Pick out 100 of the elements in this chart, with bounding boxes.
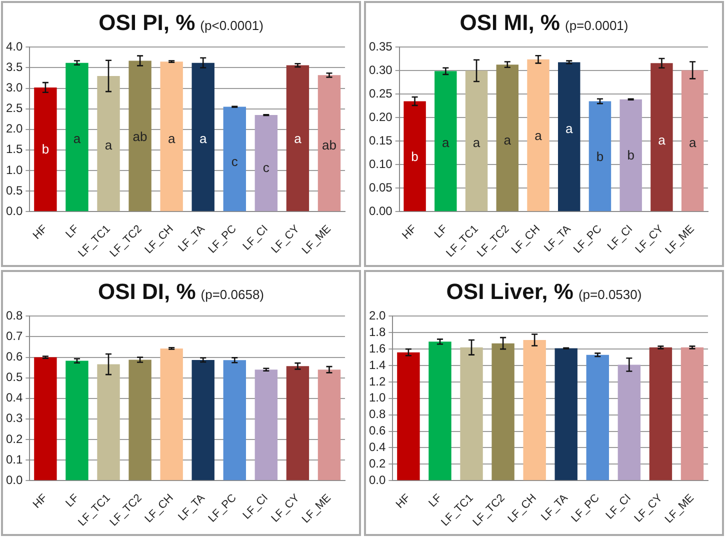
- y-tick-label: 0.0: [6, 204, 23, 218]
- x-tick-label: HF: [30, 222, 50, 242]
- bar: [460, 347, 483, 480]
- y-tick-label: 0.3: [6, 411, 23, 426]
- bar: [620, 99, 642, 212]
- annotation: b: [411, 149, 418, 164]
- y-tick-label: 0.4: [6, 390, 23, 405]
- annotation: a: [73, 131, 82, 146]
- bar: [496, 64, 518, 212]
- y-tick-label: 0.1: [6, 452, 23, 466]
- y-tick-label: 0.35: [368, 40, 393, 54]
- y-tick-label: 0.05: [368, 180, 393, 194]
- y-tick-label: 0.00: [368, 204, 393, 218]
- annotation: b: [627, 148, 634, 163]
- x-tick-label: LF: [64, 492, 82, 510]
- chart-subtitle: (p=0.0530): [578, 287, 642, 302]
- chart-title: OSI PI, %: [98, 10, 196, 35]
- bar: [527, 59, 550, 212]
- annotation: a: [472, 135, 481, 150]
- bar: [318, 75, 341, 212]
- bar: [618, 364, 641, 480]
- bar: [523, 340, 546, 480]
- bar: [650, 63, 673, 212]
- y-tick-label: 0.5: [6, 183, 23, 198]
- annotation: a: [199, 131, 208, 146]
- annotation: b: [596, 149, 604, 164]
- bar: [680, 347, 704, 480]
- bar: [588, 101, 612, 212]
- y-tick-label: 1.6: [368, 341, 386, 356]
- x-tick-label: HF: [400, 222, 420, 242]
- y-tick-label: 1.0: [368, 390, 386, 405]
- y-tick-label: 0.30: [368, 62, 393, 77]
- annotation: a: [658, 132, 666, 148]
- y-tick-label: 0.6: [368, 424, 386, 438]
- annotation: a: [504, 132, 512, 148]
- y-tick-label: 0.0: [368, 472, 386, 487]
- bar: [492, 343, 514, 480]
- annotation: c: [262, 160, 270, 175]
- y-tick-label: 1.2: [368, 374, 386, 388]
- bar: [558, 62, 580, 212]
- y-tick-label: 2.0: [368, 308, 386, 323]
- y-tick-label: 0.6: [6, 350, 23, 364]
- y-tick-label: 0.15: [368, 133, 393, 148]
- y-tick-label: 3.5: [6, 60, 23, 74]
- y-tick-label: 0.25: [368, 86, 393, 100]
- chart-subtitle: (p<0.0001): [200, 18, 264, 33]
- bar: [428, 342, 452, 480]
- y-tick-label: 1.8: [368, 324, 386, 339]
- y-tick-label: 0.0: [6, 472, 23, 487]
- annotation: a: [168, 131, 176, 146]
- y-tick-label: 0.10: [368, 156, 393, 171]
- annotation: a: [565, 120, 574, 136]
- y-tick-label: 2.0: [6, 122, 23, 136]
- y-tick-label: 3.0: [6, 80, 23, 95]
- bar: [223, 106, 246, 212]
- x-tick-label: HF: [394, 492, 413, 511]
- bar: [586, 354, 609, 480]
- bar: [66, 62, 88, 212]
- y-tick-label: 0.5: [6, 370, 23, 384]
- bar: [465, 70, 488, 212]
- bar: [554, 348, 578, 480]
- y-tick-label: 0.2: [6, 432, 23, 446]
- chart-subtitle: (p=0.0001): [565, 18, 628, 33]
- annotation: a: [688, 135, 697, 150]
- annotation: a: [442, 135, 450, 150]
- y-tick-label: 0.7: [6, 329, 23, 344]
- annotation: a: [294, 131, 302, 146]
- y-tick-label: 4.0: [6, 40, 23, 54]
- bar: [254, 115, 278, 212]
- bar: [286, 65, 310, 212]
- bar: [128, 60, 152, 212]
- bar: [404, 101, 426, 212]
- y-tick-label: 0.20: [368, 110, 393, 124]
- x-tick-label: LF: [64, 222, 82, 241]
- y-tick-label: 2.5: [6, 101, 23, 116]
- annotation: c: [231, 154, 238, 169]
- y-tick-label: 1.0: [6, 162, 23, 177]
- y-tick-label: 0.4: [368, 440, 386, 454]
- chart-title: OSI Liver, %: [446, 279, 574, 304]
- annotation: ab: [132, 129, 148, 144]
- y-tick-label: 1.5: [6, 142, 23, 156]
- bar: [34, 87, 57, 212]
- annotation: a: [104, 137, 113, 152]
- chart-subtitle: (p=0.0658): [200, 287, 264, 302]
- bar: [434, 71, 457, 212]
- y-tick-label: 0.8: [6, 308, 23, 323]
- y-tick-label: 1.4: [368, 358, 386, 372]
- bar: [649, 347, 672, 480]
- chart-title: OSI MI, %: [460, 10, 560, 35]
- x-tick-label: HF: [30, 492, 50, 511]
- x-tick-label: LF: [432, 222, 450, 241]
- y-tick-label: 0.2: [368, 456, 386, 470]
- y-tick-label: 0.8: [368, 407, 386, 422]
- annotation: b: [42, 142, 50, 157]
- bar: [160, 62, 183, 212]
- bar: [192, 62, 214, 212]
- x-tick-label: LF: [426, 492, 444, 510]
- bar: [397, 352, 420, 480]
- bar: [97, 76, 120, 212]
- chart-title: OSI DI, %: [98, 279, 196, 304]
